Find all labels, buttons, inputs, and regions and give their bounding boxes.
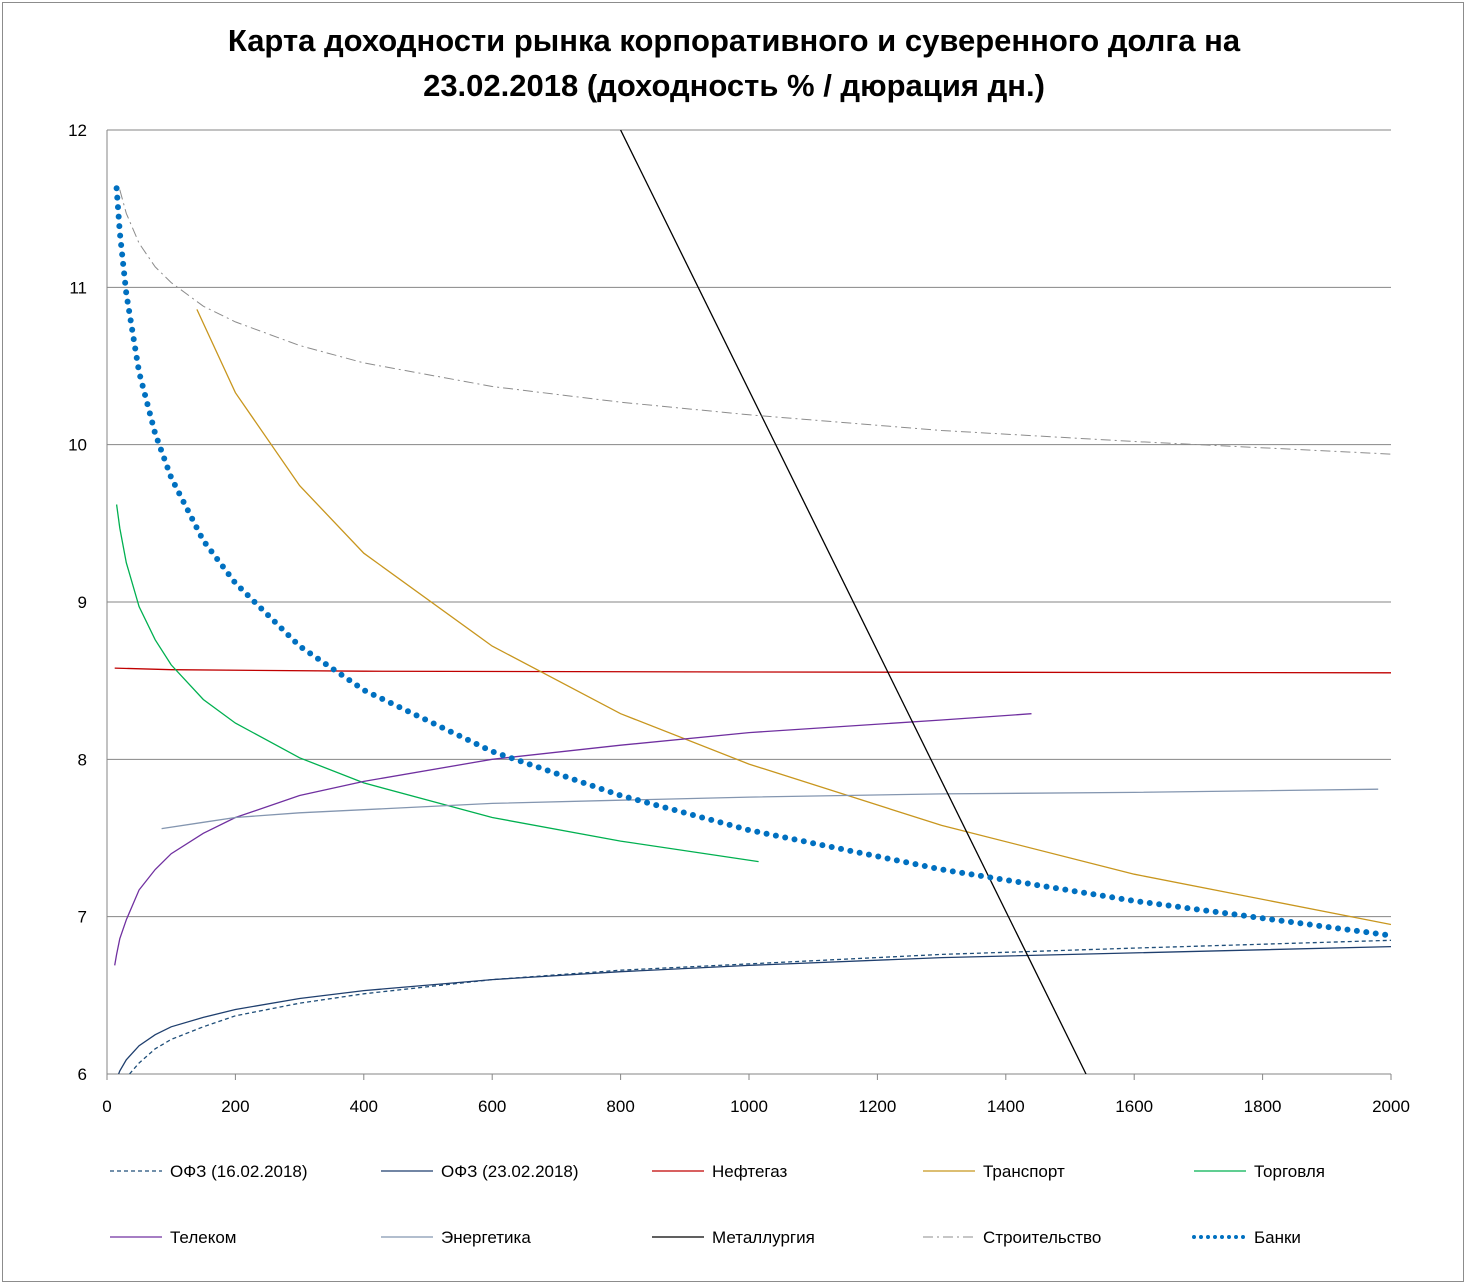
legend-label: Телеком [170, 1228, 236, 1247]
series-line-9 [119, 189, 1391, 455]
y-tick-label: 11 [69, 278, 87, 297]
legend-label: ОФЗ (16.02.2018) [170, 1162, 308, 1181]
series-line-7 [161, 788, 1379, 830]
series-line-3 [114, 667, 1391, 674]
legend-label: Торговля [1254, 1162, 1325, 1181]
y-tick-label: 6 [78, 1065, 87, 1084]
legend-label: Транспорт [983, 1162, 1065, 1181]
x-tick-label: 1400 [987, 1097, 1025, 1116]
y-tick-label: 8 [78, 750, 87, 769]
y-tick-label: 7 [78, 908, 87, 927]
x-tick-label: 1600 [1115, 1097, 1153, 1116]
chart-title-line-1: Карта доходности рынка корпоративного и … [227, 23, 1241, 58]
legend-label: Металлургия [712, 1228, 815, 1247]
x-tick-label: 800 [606, 1097, 634, 1116]
series-line-2 [117, 945, 1391, 1074]
series-line-8 [620, 130, 1087, 1074]
legend-label: Энергетика [441, 1228, 531, 1247]
x-tick-label: 1200 [858, 1097, 896, 1116]
y-tick-label: 10 [68, 436, 87, 455]
x-tick-label: 2000 [1372, 1097, 1410, 1116]
legend-label: Нефтегаз [712, 1162, 787, 1181]
series-line-10 [113, 185, 1391, 939]
x-tick-label: 400 [350, 1097, 378, 1116]
x-tick-label: 0 [102, 1097, 111, 1116]
chart-title: Карта доходности рынка корпоративного и … [0, 18, 1468, 108]
series-line-5 [115, 504, 759, 863]
legend-label: Строительство [983, 1228, 1101, 1247]
x-tick-label: 1000 [730, 1097, 768, 1116]
chart-title-line-2: 23.02.2018 (доходность % / дюрация дн.) [423, 68, 1045, 103]
series-line-1 [129, 939, 1391, 1074]
y-tick-label: 12 [68, 121, 87, 140]
series-line-4 [196, 309, 1391, 926]
x-tick-label: 200 [221, 1097, 249, 1116]
legend-label: Банки [1254, 1228, 1301, 1247]
y-tick-label: 9 [78, 593, 87, 612]
x-tick-label: 1800 [1244, 1097, 1282, 1116]
legend-label: ОФЗ (23.02.2018) [441, 1162, 579, 1181]
x-tick-label: 600 [478, 1097, 506, 1116]
series-line-6 [114, 713, 1032, 966]
